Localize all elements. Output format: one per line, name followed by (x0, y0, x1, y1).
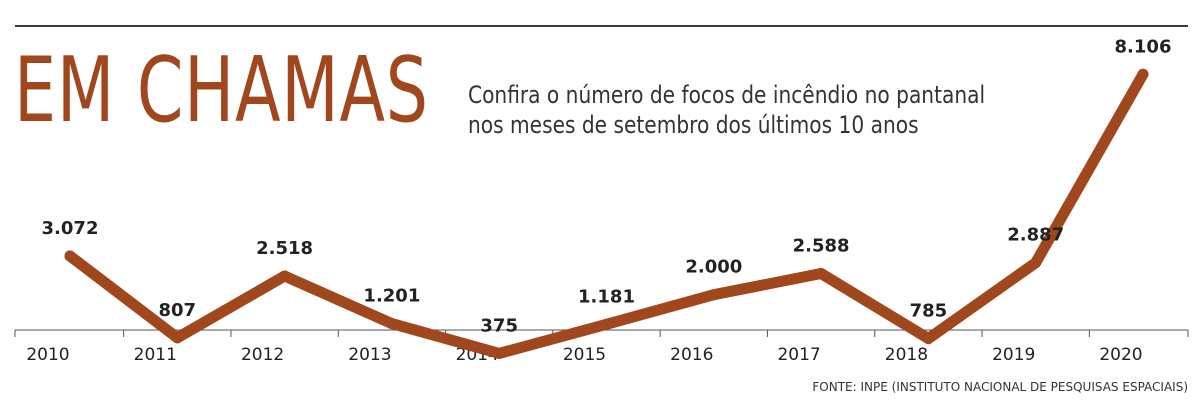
series-line (64, 68, 1149, 359)
x-tick-label-2016: 2016 (670, 345, 713, 365)
x-tick-label-2019: 2019 (992, 345, 1035, 365)
data-label-2019: 2.887 (1007, 225, 1064, 246)
x-tick-label-2013: 2013 (348, 345, 391, 365)
data-point-2017 (815, 268, 827, 279)
data-label-2016: 2.000 (685, 257, 742, 278)
source-note: FONTE: INPE (INSTITUTO NACIONAL DE PESQU… (812, 380, 1188, 394)
x-tick-label-2020: 2020 (1099, 345, 1142, 365)
x-tick-label-2015: 2015 (563, 345, 606, 365)
chart-title: EM CHAMAS (14, 38, 429, 143)
data-label-2017: 2.588 (793, 236, 850, 257)
x-tick-label-2017: 2017 (777, 345, 820, 365)
data-point-2015 (601, 318, 612, 330)
data-point-2018 (922, 333, 934, 345)
chart-subtitle: Confira o número de focos de incêndio no… (468, 80, 985, 140)
data-label-2010: 3.072 (42, 218, 99, 239)
data-label-2018: 785 (910, 301, 948, 322)
top-rule (15, 25, 1188, 27)
data-point-2016 (708, 289, 720, 301)
data-label-2013: 1.201 (363, 286, 420, 307)
data-label-2020: 8.106 (1115, 36, 1172, 57)
x-tick-label-2010: 2010 (26, 345, 69, 365)
data-point-2012 (279, 270, 291, 282)
data-label-2011: 807 (159, 300, 197, 321)
subtitle-line-1: Confira o número de focos de incêndio no… (468, 81, 986, 109)
data-point-2019 (1030, 257, 1042, 269)
data-label-2014: 375 (480, 315, 518, 336)
x-tick-label-2012: 2012 (241, 345, 284, 365)
data-point-2014 (493, 347, 505, 359)
x-tick-label-2018: 2018 (885, 345, 928, 365)
data-point-2013 (386, 318, 398, 330)
x-tick-label-2011: 2011 (134, 345, 177, 365)
data-point-2020 (1137, 68, 1149, 80)
data-label-2012: 2.518 (256, 238, 313, 259)
subtitle-line-2: nos meses de setembro dos últimos 10 ano… (468, 111, 919, 139)
data-label-2015: 1.181 (578, 286, 635, 307)
data-point-2010 (64, 250, 76, 262)
data-point-2011 (171, 332, 183, 344)
